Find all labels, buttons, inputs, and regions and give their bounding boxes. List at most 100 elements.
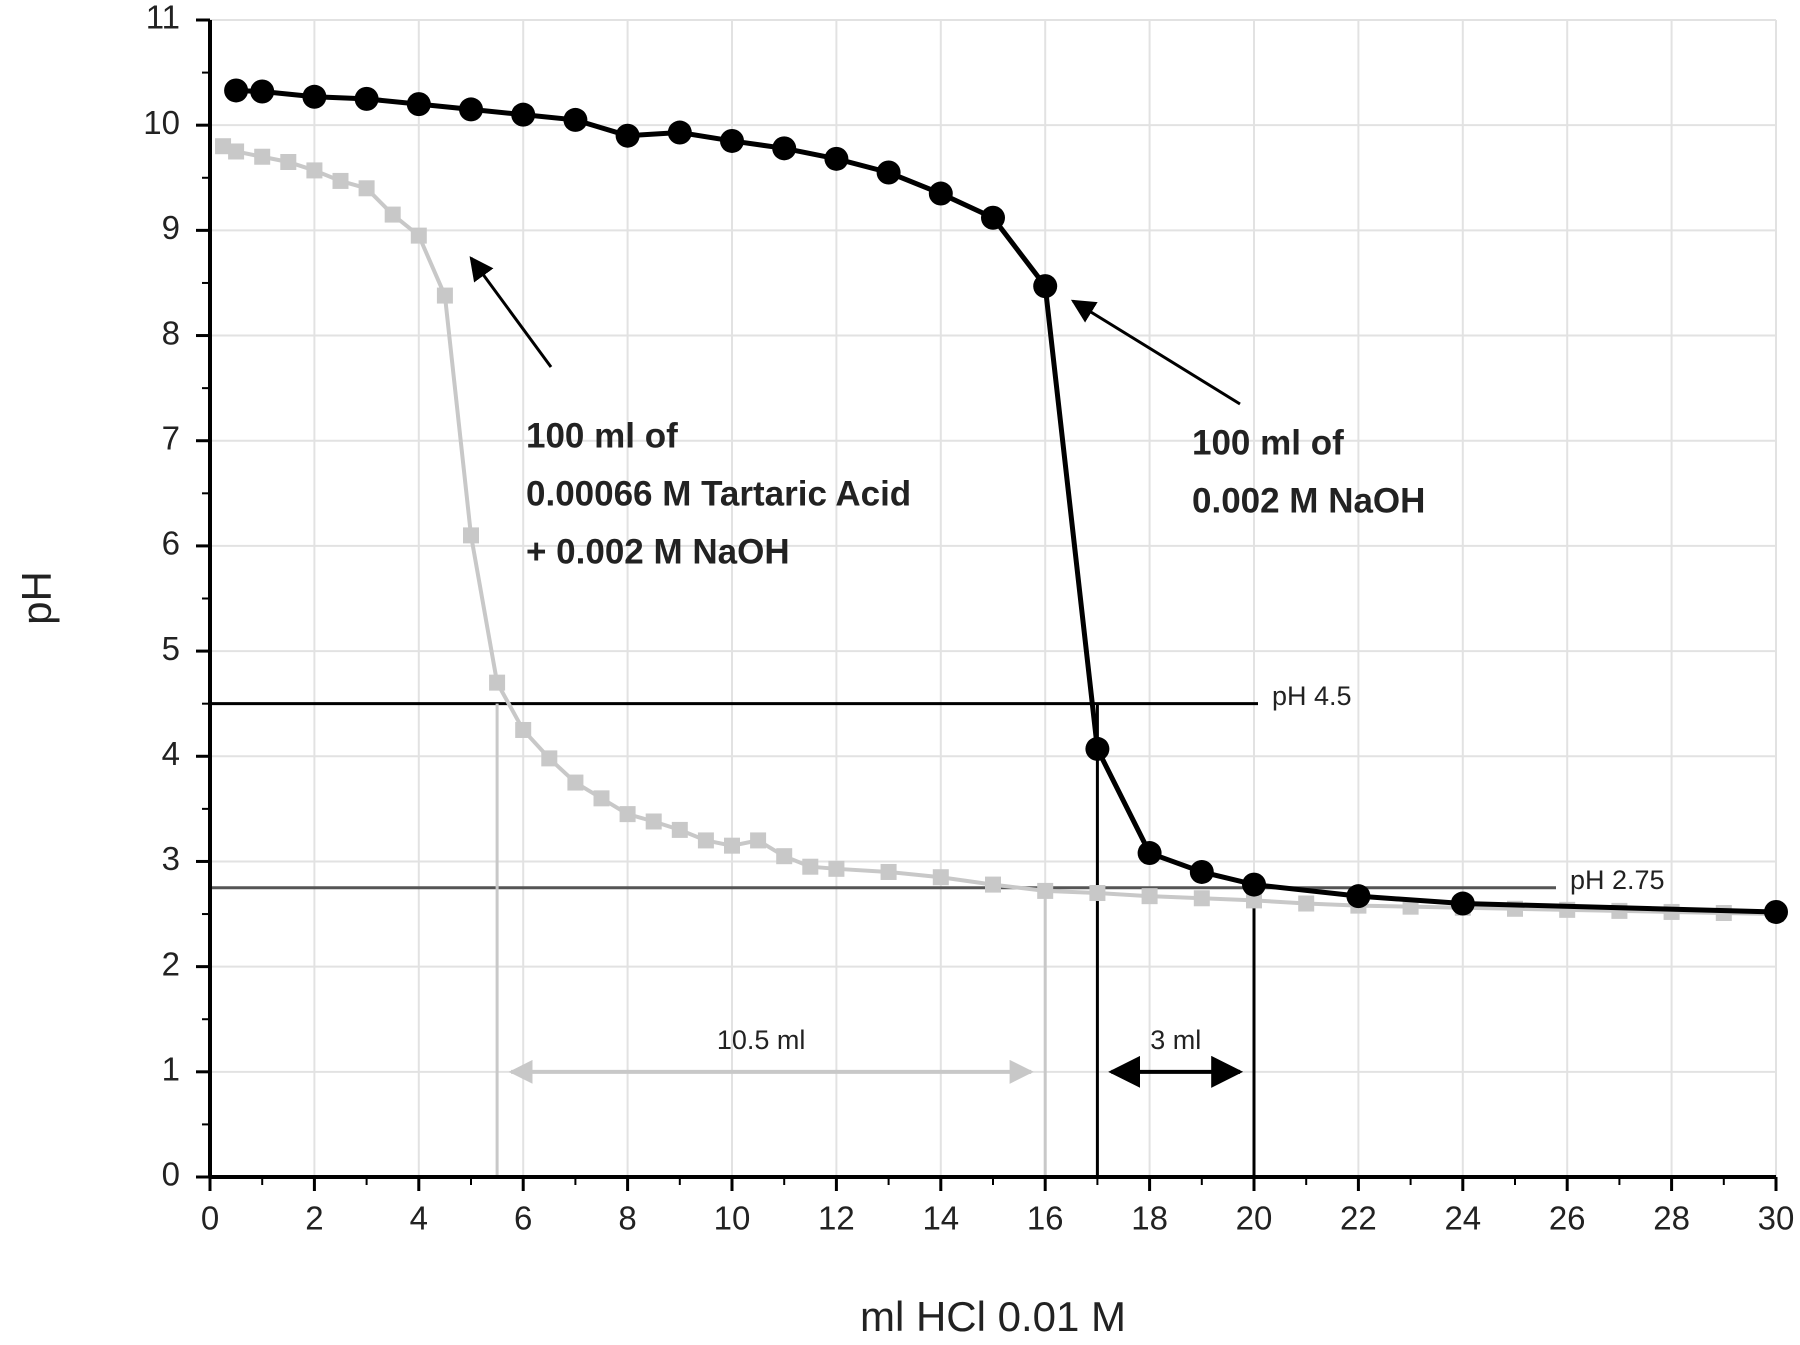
data-point (802, 858, 819, 875)
y-tick-label: 8 (162, 314, 180, 351)
data-point (567, 774, 584, 791)
data-point (928, 181, 953, 206)
annotation: 100 ml of (526, 416, 678, 455)
grid (209, 19, 1777, 1178)
y-tick-label: 7 (162, 419, 180, 456)
data-point (1663, 903, 1680, 920)
data-point (985, 876, 1001, 893)
y-tick-label: 6 (162, 525, 180, 562)
data-point (615, 123, 640, 148)
data-point (1085, 736, 1110, 761)
y-tick-label: 4 (162, 735, 180, 772)
x-tick-label: 12 (818, 1200, 855, 1237)
data-point (824, 146, 849, 171)
data-point (772, 136, 797, 161)
data-point (358, 180, 375, 197)
x-tick-label: 4 (410, 1200, 428, 1237)
y-tick-label: 9 (162, 209, 180, 246)
data-point (254, 148, 271, 165)
data-point (724, 837, 740, 854)
data-point (671, 821, 688, 838)
data-point (511, 102, 536, 127)
series-line (222, 144, 1777, 917)
annotation: + 0.002 M NaOH (526, 532, 790, 571)
reference-label: pH 2.75 (1570, 865, 1665, 895)
data-point (1137, 841, 1162, 866)
data-point (489, 674, 506, 691)
x-tick-label: 18 (1131, 1200, 1168, 1237)
y-tick-label: 10 (143, 104, 180, 141)
annotation-arrow (1070, 299, 1241, 406)
data-point (1037, 882, 1054, 899)
x-tick-label: 8 (618, 1200, 636, 1237)
x-axis-title: ml HCl 0.01 M (860, 1293, 1126, 1340)
data-point (384, 206, 401, 223)
annotation: 0.002 M NaOH (1192, 481, 1425, 520)
y-tick-label: 5 (162, 630, 180, 667)
data-point (354, 86, 379, 111)
data-point (515, 721, 532, 738)
y-tick-label: 3 (162, 840, 180, 877)
data-point (776, 848, 793, 865)
data-point (1242, 872, 1266, 897)
data-point (1189, 859, 1214, 884)
data-point (228, 143, 245, 160)
data-point (932, 869, 949, 886)
x-tick-label: 0 (201, 1200, 219, 1237)
data-point (1346, 884, 1371, 909)
annotation: 100 ml of (1192, 423, 1344, 462)
x-tick-label: 20 (1236, 1200, 1273, 1237)
plot (215, 78, 1788, 924)
data-point (410, 227, 427, 244)
data-point (1450, 891, 1475, 916)
data-point (463, 527, 479, 544)
data-point (436, 287, 453, 304)
data-point (332, 172, 349, 189)
span-label: 3 ml (1150, 1025, 1201, 1055)
data-point (406, 92, 431, 117)
data-point (876, 160, 901, 185)
data-point (645, 813, 662, 830)
data-point (750, 832, 767, 849)
data-point (1141, 888, 1158, 905)
y-tick-label: 2 (162, 945, 180, 982)
data-point (541, 750, 558, 767)
reference-lines: pH 4.5 pH 2.75 10.5 ml 3 ml (210, 681, 1665, 1177)
data-point (1246, 892, 1262, 909)
x-tick-label: 28 (1653, 1200, 1690, 1237)
x-tick-label: 16 (1027, 1200, 1064, 1237)
data-point (593, 790, 610, 807)
data-point (215, 138, 232, 155)
x-tick-label: 26 (1549, 1200, 1586, 1237)
data-point (459, 97, 483, 122)
data-point (880, 863, 897, 880)
annotation: 0.00066 M Tartaric Acid (526, 474, 911, 513)
data-point (1402, 898, 1419, 915)
data-point (720, 128, 744, 153)
annotation-arrow (469, 256, 553, 368)
data-point (224, 78, 249, 103)
data-point (306, 162, 323, 179)
data-point (619, 806, 636, 823)
span-label: 10.5 ml (717, 1025, 806, 1055)
x-tick-label: 10 (714, 1200, 751, 1237)
x-tick-label: 14 (922, 1200, 959, 1237)
x-tick-label: 2 (305, 1200, 323, 1237)
x-tick-label: 6 (514, 1200, 532, 1237)
data-point (1033, 274, 1058, 299)
data-point (302, 84, 327, 109)
data-point (280, 153, 297, 170)
y-tick-label: 0 (162, 1156, 180, 1193)
y-tick-label: 11 (146, 0, 180, 36)
axes: 0 2 4 6 8 10 12 14 16 18 20 22 24 26 28 300123456789101… (143, 0, 1794, 1237)
data-point (1298, 895, 1315, 912)
reference-label: pH 4.5 (1272, 681, 1352, 711)
data-point (828, 860, 845, 877)
data-point (250, 79, 275, 104)
data-point (1089, 885, 1106, 902)
data-point (563, 107, 588, 132)
data-point (1764, 899, 1788, 924)
x-tick-label: 30 (1758, 1200, 1795, 1237)
y-tick-label: 1 (162, 1051, 180, 1088)
